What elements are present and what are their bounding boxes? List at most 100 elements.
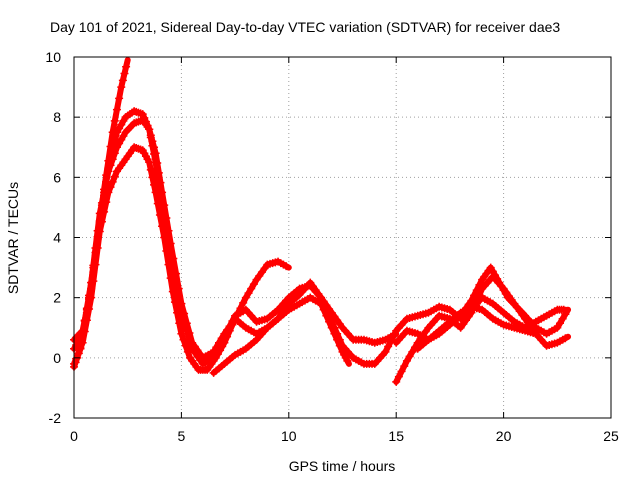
y-tick-label: 10 <box>45 49 61 65</box>
data-point <box>241 293 250 302</box>
data-point <box>177 299 186 308</box>
data-point <box>164 226 173 235</box>
data-point <box>247 284 256 293</box>
data-point <box>162 213 171 222</box>
data-point <box>174 284 183 293</box>
data-point <box>282 262 291 271</box>
data-point <box>166 239 175 248</box>
chart-title: Day 101 of 2021, Sidereal Day-to-day VTE… <box>50 19 560 35</box>
data-point <box>402 356 411 365</box>
data-point <box>156 178 165 187</box>
y-axis-label: SDTVAR / TECUs <box>5 182 21 294</box>
data-point <box>330 329 339 338</box>
data-point <box>405 352 414 361</box>
series-track-9 <box>413 302 539 353</box>
data-point <box>120 69 129 78</box>
data-point <box>146 131 155 140</box>
data-point <box>249 280 258 289</box>
x-axis-label: GPS time / hours <box>289 458 396 474</box>
tick-layer: 0 5 10 15 20 25 -2 0 2 4 6 8 10 <box>45 49 619 444</box>
data-point <box>397 367 406 376</box>
data-point <box>408 347 417 356</box>
data-point <box>217 334 226 343</box>
data-point <box>158 188 167 197</box>
data-point <box>102 177 111 186</box>
y-tick-label: 2 <box>53 290 61 306</box>
data-point <box>561 310 570 319</box>
data-point <box>529 329 538 338</box>
data-point <box>122 62 131 71</box>
data-point <box>91 244 100 253</box>
data-point <box>212 343 221 352</box>
data-point <box>325 317 334 326</box>
x-tick-label: 10 <box>281 428 297 444</box>
x-tick-label: 20 <box>496 428 512 444</box>
data-point <box>386 337 395 346</box>
data-point <box>153 159 162 168</box>
data-point <box>110 149 119 158</box>
series-layer <box>70 57 572 386</box>
data-point <box>89 261 98 270</box>
data-point <box>177 329 186 338</box>
data-point <box>112 105 121 114</box>
data-point <box>470 291 479 300</box>
x-tick-label: 5 <box>178 428 186 444</box>
data-point <box>148 137 157 146</box>
y-tick-label: 8 <box>53 109 61 125</box>
data-point <box>244 289 253 298</box>
data-point <box>172 269 181 278</box>
data-point <box>558 314 567 323</box>
data-point <box>185 329 194 338</box>
data-point <box>553 323 562 332</box>
data-point <box>561 334 570 343</box>
data-point <box>82 304 91 313</box>
data-point <box>214 338 223 347</box>
data-point <box>108 155 117 164</box>
data-point <box>319 305 328 314</box>
data-point <box>394 372 403 381</box>
data-point <box>87 278 96 287</box>
data-point <box>317 299 326 308</box>
data-point <box>180 309 189 318</box>
data-point <box>472 286 481 295</box>
data-point <box>110 116 119 125</box>
y-tick-label: 0 <box>53 350 61 366</box>
data-point <box>169 254 178 263</box>
data-point <box>555 319 564 328</box>
data-point <box>335 341 344 350</box>
x-tick-label: 25 <box>603 428 619 444</box>
data-point <box>327 323 336 332</box>
y-tick-label: 4 <box>53 230 61 246</box>
data-point <box>80 316 89 325</box>
data-point <box>343 356 352 365</box>
data-point <box>85 291 94 300</box>
data-point <box>322 311 331 320</box>
data-point <box>97 198 106 207</box>
data-point <box>150 143 159 152</box>
data-point <box>72 354 81 363</box>
x-tick-label: 0 <box>70 428 78 444</box>
data-point <box>182 319 191 328</box>
data-point <box>93 226 102 235</box>
data-point <box>333 335 342 344</box>
data-point <box>74 349 83 358</box>
data-point <box>381 347 390 356</box>
data-point <box>106 161 115 170</box>
y-tick-label: 6 <box>53 169 61 185</box>
data-point <box>384 342 393 351</box>
data-point <box>209 347 218 356</box>
data-point <box>183 347 192 356</box>
data-point <box>104 167 113 176</box>
data-point <box>118 76 127 85</box>
series-track-8 <box>392 263 572 347</box>
grid <box>74 57 611 418</box>
data-point <box>115 94 124 103</box>
data-point <box>389 332 398 341</box>
data-point <box>100 188 109 197</box>
data-point <box>154 168 163 177</box>
data-point <box>117 83 126 92</box>
data-point <box>145 125 154 134</box>
data-point <box>239 298 248 307</box>
data-point <box>475 280 484 289</box>
data-point <box>160 201 169 210</box>
